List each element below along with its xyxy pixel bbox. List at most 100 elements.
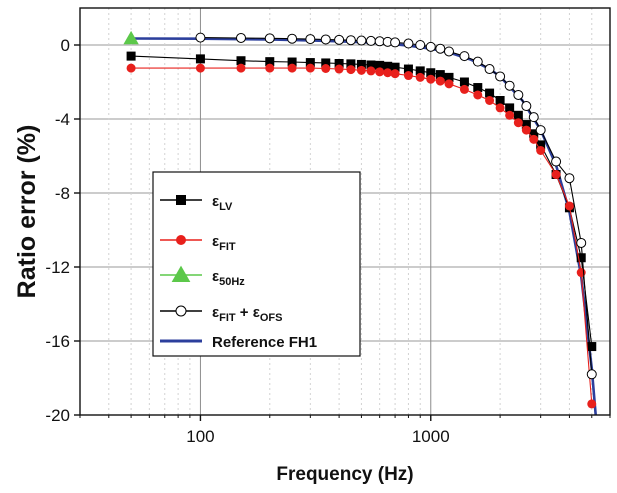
- data-point: [473, 90, 483, 100]
- legend-marker: [176, 195, 186, 205]
- data-point: [564, 173, 575, 184]
- data-point: [551, 156, 562, 167]
- data-point: [459, 51, 470, 62]
- legend-label: Reference FH1: [212, 334, 317, 351]
- legend-entry: Reference FH1: [160, 334, 317, 351]
- data-point: [444, 72, 454, 82]
- legend-entry: ε50Hz: [160, 265, 245, 288]
- data-point: [403, 38, 414, 49]
- data-point: [529, 134, 539, 144]
- data-point: [265, 57, 275, 67]
- data-point: [265, 63, 275, 73]
- legend-marker: [171, 265, 191, 283]
- data-point: [587, 399, 597, 409]
- data-point: [586, 369, 597, 380]
- legend-label: ε50Hz: [212, 268, 245, 288]
- legend-marker: [175, 305, 187, 317]
- legend-label-main: ε: [212, 193, 219, 210]
- y-tick-label: -16: [45, 332, 70, 351]
- data-point: [529, 129, 539, 139]
- data-point: [435, 76, 445, 86]
- data-point: [236, 56, 246, 66]
- data-point: [334, 64, 344, 74]
- legend-label-main: ε: [212, 268, 219, 285]
- y-axis-title: Ratio error (%): [13, 125, 41, 299]
- data-point: [383, 61, 393, 71]
- data-point: [521, 125, 531, 135]
- data-point: [415, 72, 425, 82]
- data-point: [473, 83, 483, 93]
- data-point: [425, 41, 436, 52]
- data-point: [576, 253, 586, 263]
- data-point: [390, 37, 401, 48]
- legend-box: [152, 171, 361, 357]
- data-point: [375, 67, 385, 77]
- data-point: [535, 125, 546, 136]
- data-point: [435, 70, 445, 80]
- data-point: [513, 89, 524, 100]
- data-point: [495, 96, 505, 105]
- data-point: [305, 63, 315, 73]
- data-point: [345, 35, 356, 46]
- data-point: [495, 71, 506, 82]
- data-point: [346, 59, 356, 69]
- data-point: [195, 54, 205, 64]
- data-point: [334, 34, 345, 45]
- legend-label: εFIT: [212, 233, 236, 253]
- data-point: [264, 33, 275, 44]
- data-point: [390, 62, 400, 72]
- data-point: [287, 57, 297, 67]
- y-tick-label: 0: [61, 36, 70, 55]
- legend-label: εLV: [212, 193, 233, 213]
- data-point: [356, 59, 366, 69]
- legend-label-sub: LV: [219, 201, 233, 213]
- data-point: [521, 101, 532, 112]
- data-point: [576, 237, 587, 248]
- data-point: [495, 103, 505, 113]
- series-1: [126, 63, 597, 409]
- data-point: [126, 63, 136, 73]
- data-point: [444, 79, 454, 89]
- data-point: [236, 63, 246, 73]
- data-point: [346, 65, 356, 75]
- data-point: [235, 32, 246, 43]
- data-point: [415, 40, 426, 50]
- data-point: [390, 69, 400, 79]
- data-point: [536, 140, 546, 150]
- data-point: [587, 342, 597, 352]
- data-point: [504, 80, 515, 91]
- data-point: [505, 103, 515, 113]
- y-tick-label: -8: [55, 184, 70, 203]
- data-point: [403, 71, 413, 81]
- legend-label-sub: 50Hz: [219, 276, 245, 288]
- data-point: [564, 201, 574, 211]
- x-tick-label: 100: [186, 427, 214, 446]
- data-point: [472, 56, 483, 67]
- data-point: [513, 118, 523, 128]
- series-layer: [123, 30, 597, 415]
- data-point: [528, 112, 539, 123]
- data-point: [287, 63, 297, 73]
- data-point: [365, 35, 376, 46]
- legend-label-sub: FIT: [219, 312, 236, 324]
- data-point: [415, 66, 425, 76]
- series-0: [126, 51, 597, 352]
- data-point: [321, 58, 331, 68]
- data-point: [383, 68, 393, 78]
- data-point: [305, 34, 316, 45]
- data-point: [126, 51, 136, 61]
- data-point: [485, 96, 495, 105]
- data-point: [195, 63, 205, 73]
- data-point: [459, 77, 469, 87]
- legend-label-main: + ε: [236, 304, 260, 321]
- data-point: [321, 63, 331, 73]
- legend-label-sub: OFS: [260, 312, 283, 324]
- legend-label-sub: FIT: [219, 241, 236, 253]
- data-point: [356, 35, 367, 46]
- data-point: [551, 170, 561, 179]
- data-point: [366, 66, 376, 76]
- series-3: [195, 32, 597, 380]
- legend-label: εFIT + εOFS: [212, 304, 282, 324]
